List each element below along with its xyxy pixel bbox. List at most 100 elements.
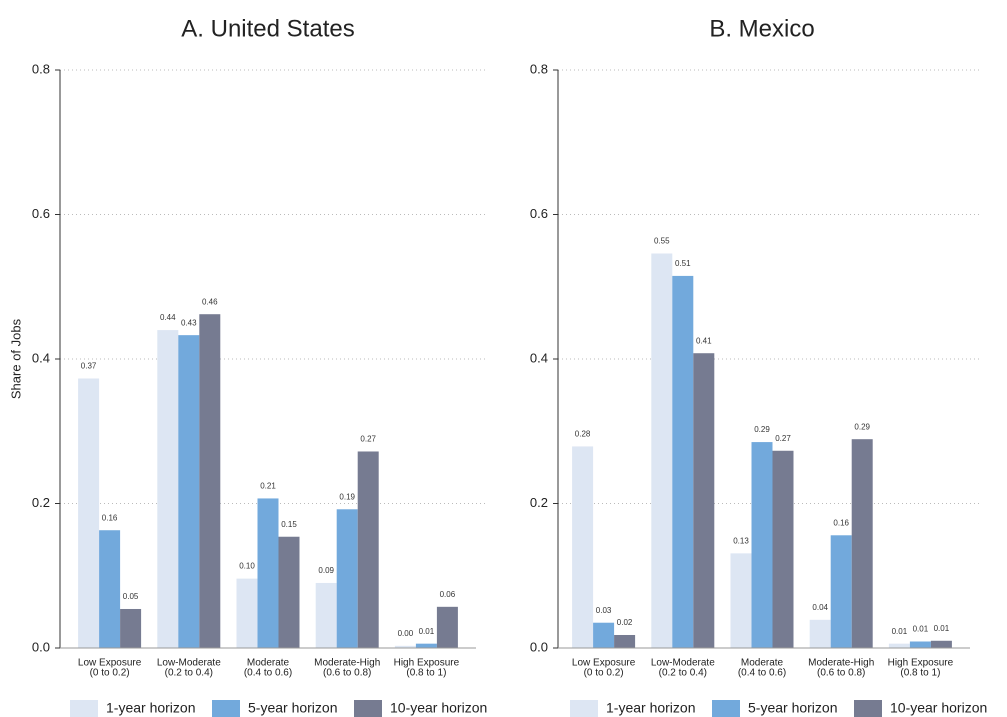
bar [157,330,179,648]
x-tick-label: (0 to 0.2) [90,668,130,679]
legend-label: 5-year horizon [248,700,338,716]
value-label: 0.28 [575,430,591,439]
bar [120,608,142,648]
value-label: 0.41 [696,336,712,345]
x-tick-label: Moderate [247,658,290,669]
bar [315,582,337,648]
y-tick-label: 0.2 [32,495,50,510]
bar [693,353,715,648]
bar [672,275,694,648]
legend-swatch [854,700,882,717]
legend-swatch [212,700,240,717]
x-tick-label: (0.6 to 0.8) [817,668,865,679]
legend-swatch [354,700,382,717]
legend-label: 10-year horizon [390,700,487,716]
value-label: 0.19 [339,492,355,501]
legend-label: 1-year horizon [606,700,696,716]
legend-swatch [570,700,598,717]
bar [572,446,594,648]
bar [593,622,615,648]
value-label: 0.02 [617,618,633,627]
x-tick-label: Moderate [741,658,784,669]
value-label: 0.04 [812,603,828,612]
value-label: 0.27 [775,434,791,443]
legend-label: 10-year horizon [890,700,987,716]
bar [888,643,910,648]
x-tick-label: Low-Moderate [157,658,221,669]
bar [257,498,279,648]
y-tick-label: 0.8 [530,61,548,76]
bar [78,378,100,648]
value-label: 0.21 [260,482,276,491]
x-tick-label: Low-Moderate [651,658,715,669]
x-tick-label: (0.4 to 0.6) [738,668,786,679]
bar [930,640,952,648]
chart-title: A. United States [181,15,354,42]
value-label: 0.15 [281,520,297,529]
value-label: 0.09 [318,566,334,575]
bar [809,619,831,648]
bar [614,634,636,648]
value-label: 0.13 [733,536,749,545]
bar [199,314,221,648]
bar [394,645,416,648]
value-label: 0.43 [181,318,197,327]
bar [236,578,258,648]
y-tick-label: 0.6 [530,206,548,221]
x-tick-label: Low Exposure [78,658,142,669]
bar [651,253,673,648]
y-tick-label: 0.8 [32,61,50,76]
bar [278,536,300,648]
value-label: 0.55 [654,237,670,246]
bar [909,641,931,648]
y-tick-label: 0.0 [32,639,50,654]
value-label: 0.05 [123,592,139,601]
value-label: 0.01 [913,625,929,634]
x-tick-label: High Exposure [394,658,460,669]
bar [336,509,358,648]
value-label: 0.01 [934,624,950,633]
value-label: 0.06 [440,590,456,599]
x-tick-label: (0.8 to 1) [406,668,446,679]
x-tick-label: (0 to 0.2) [584,668,624,679]
legend-label: 5-year horizon [748,700,838,716]
value-label: 0.29 [854,422,870,431]
value-label: 0.51 [675,259,691,268]
value-label: 0.27 [360,435,376,444]
y-tick-label: 0.6 [32,206,50,221]
bar [851,439,873,648]
y-tick-label: 0.2 [530,495,548,510]
value-label: 0.16 [102,513,118,522]
value-label: 0.46 [202,297,218,306]
bar [99,530,121,648]
chart-title: B. Mexico [709,15,814,42]
y-tick-label: 0.0 [530,639,548,654]
value-label: 0.10 [239,562,255,571]
y-axis-label: Share of Jobs [8,318,23,399]
x-tick-label: Moderate-High [808,658,874,669]
legend-swatch [712,700,740,717]
bar [751,442,773,648]
value-label: 0.37 [81,362,97,371]
x-tick-label: (0.2 to 0.4) [659,668,707,679]
bar [415,643,437,648]
x-tick-label: High Exposure [888,658,954,669]
legend-swatch [70,700,98,717]
legend-label: 1-year horizon [106,700,196,716]
bar [436,606,458,648]
bar [772,450,794,648]
value-label: 0.00 [398,629,414,638]
x-tick-label: (0.4 to 0.6) [244,668,292,679]
value-label: 0.01 [419,627,435,636]
x-tick-label: Moderate-High [314,658,380,669]
x-tick-label: (0.8 to 1) [900,668,940,679]
value-label: 0.29 [754,425,770,434]
y-tick-label: 0.4 [32,350,50,365]
x-tick-label: Low Exposure [572,658,636,669]
x-tick-label: (0.6 to 0.8) [323,668,371,679]
value-label: 0.03 [596,606,612,615]
y-tick-label: 0.4 [530,350,548,365]
bar [357,451,379,648]
value-label: 0.16 [833,518,849,527]
